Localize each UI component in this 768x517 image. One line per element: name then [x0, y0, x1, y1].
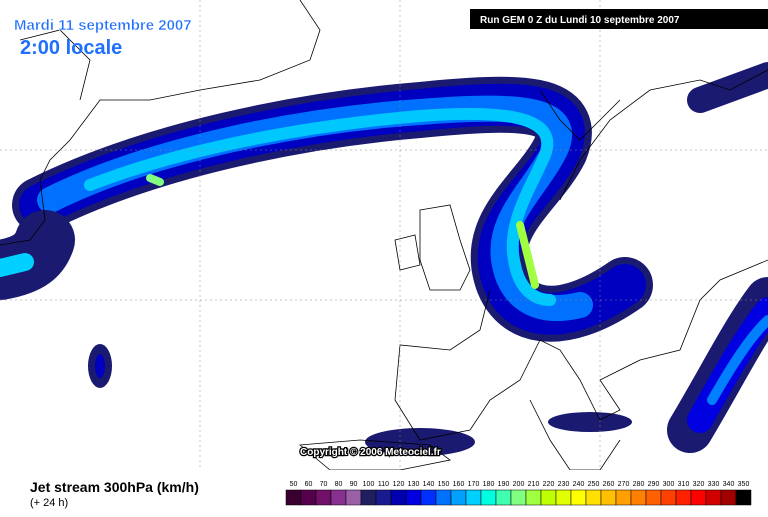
legend-label: 110: [378, 481, 389, 488]
legend-label: 100: [363, 481, 375, 488]
legend-swatch: [570, 489, 587, 506]
legend-swatch: [405, 489, 422, 506]
legend-swatch: [645, 489, 662, 506]
legend-swatch: [330, 489, 347, 506]
legend-label: 220: [543, 481, 555, 488]
legend-label: 230: [558, 481, 570, 488]
legend: 50 60 70 80 90 100 110 120 130 140 150 160 170 180 190…: [285, 481, 752, 506]
legend-swatch: [540, 489, 557, 506]
legend-swatch: [480, 489, 497, 506]
run-box: [470, 9, 768, 29]
legend-label: 80: [335, 481, 343, 488]
legend-label: 210: [528, 481, 540, 488]
legend-label: 130: [408, 481, 420, 488]
legend-label: 200: [513, 481, 525, 488]
legend-swatch: [525, 489, 542, 506]
legend-swatch: [510, 489, 527, 506]
legend-label: 50: [290, 481, 298, 488]
legend-label: 350: [738, 481, 750, 488]
legend-swatch: [705, 489, 722, 506]
grid: [0, 0, 768, 470]
legend-swatch: [690, 489, 707, 506]
legend-label: 300: [663, 481, 675, 488]
jet-stream: [0, 62, 768, 456]
legend-label: 140: [423, 481, 435, 488]
legend-label: 150: [438, 481, 450, 488]
legend-label: 60: [305, 481, 313, 488]
legend-swatch: [390, 489, 407, 506]
legend-swatch: [420, 489, 437, 506]
legend-label: 330: [708, 481, 720, 488]
legend-swatch: [660, 489, 677, 506]
legend-swatch: [465, 489, 482, 506]
legend-label: 120: [393, 481, 405, 488]
legend-label: 160: [453, 481, 465, 488]
legend-swatch: [720, 489, 737, 506]
legend-label: 280: [633, 481, 645, 488]
footer-lead: (+ 24 h): [30, 497, 68, 509]
legend-swatch: [735, 489, 752, 506]
legend-label: 250: [588, 481, 600, 488]
legend-swatch: [630, 489, 647, 506]
date: Mardi 11 septembre 2007: [14, 17, 192, 34]
legend-swatch: [615, 489, 632, 506]
legend-swatch: [360, 489, 377, 506]
legend-label: 180: [483, 481, 495, 488]
legend-label: 320: [693, 481, 705, 488]
time: 2:00 locale: [20, 37, 122, 59]
legend-label: 340: [723, 481, 735, 488]
copyright: Copyright © 2006 Meteociel.fr: [300, 447, 441, 458]
blob: [548, 412, 632, 432]
legend-label: 90: [350, 481, 358, 488]
legend-swatch: [435, 489, 452, 506]
run-info: Run GEM 0 Z du Lundi 10 septembre 2007: [480, 15, 680, 26]
legend-swatch: [675, 489, 692, 506]
legend-swatch: [315, 489, 332, 506]
legend-label: 270: [618, 481, 630, 488]
legend-swatch: [450, 489, 467, 506]
legend-label: 260: [603, 481, 615, 488]
main-jet: [12, 76, 653, 342]
footer-title: Jet stream 300hPa (km/h): [30, 479, 199, 495]
legend-swatch: [300, 489, 317, 506]
legend-swatch: [375, 489, 392, 506]
blob: [95, 354, 105, 378]
legend-label: 70: [320, 481, 328, 488]
legend-label: 240: [573, 481, 585, 488]
legend-label: 190: [498, 481, 510, 488]
legend-swatch: [600, 489, 617, 506]
se-jet-inner: [707, 315, 768, 405]
legend-label: 290: [648, 481, 660, 488]
legend-label: 310: [678, 481, 690, 488]
legend-swatch: [495, 489, 512, 506]
blob: [365, 428, 475, 456]
legend-swatch: [345, 489, 362, 506]
legend-label: 170: [468, 481, 480, 488]
legend-swatch: [285, 489, 302, 506]
legend-swatch: [555, 489, 572, 506]
legend-swatch: [585, 489, 602, 506]
coastlines: [0, 0, 768, 471]
west-jet-core: [0, 253, 34, 277]
